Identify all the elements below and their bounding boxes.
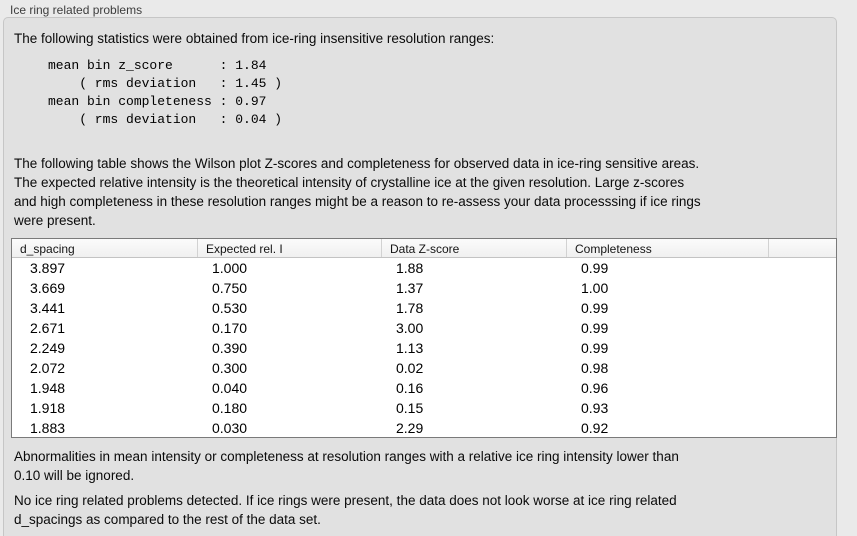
cell-d-spacing: 1.948 [30, 380, 66, 396]
table-row[interactable]: 1.883 0.030 2.29 0.92 [12, 418, 836, 438]
column-header-data-z-score[interactable]: Data Z-score [382, 239, 567, 257]
cell-d-spacing: 1.918 [30, 400, 66, 416]
cell-data-z-score: 1.88 [396, 260, 424, 276]
cell-completeness: 0.99 [581, 260, 609, 276]
cell-completeness: 0.93 [581, 400, 609, 416]
cell-completeness: 0.96 [581, 380, 609, 396]
cell-expected-rel-i: 0.530 [212, 300, 248, 316]
cell-data-z-score: 2.29 [396, 420, 424, 436]
cell-expected-rel-i: 0.390 [212, 340, 248, 356]
ignore-rule-text: Abnormalities in mean intensity or compl… [14, 449, 679, 483]
cell-data-z-score: 0.15 [396, 400, 424, 416]
cell-d-spacing: 2.249 [30, 340, 66, 356]
cell-expected-rel-i: 0.170 [212, 320, 248, 336]
cell-expected-rel-i: 0.030 [212, 420, 248, 436]
column-header-completeness[interactable]: Completeness [567, 239, 769, 257]
cell-expected-rel-i: 0.040 [212, 380, 248, 396]
cell-data-z-score: 0.02 [396, 360, 424, 376]
table-row[interactable]: 3.441 0.530 1.78 0.99 [12, 298, 836, 318]
cell-data-z-score: 1.78 [396, 300, 424, 316]
cell-completeness: 0.92 [581, 420, 609, 436]
cell-completeness: 0.99 [581, 340, 609, 356]
cell-completeness: 1.00 [581, 280, 609, 296]
table-description-text: The following table shows the Wilson plo… [14, 156, 701, 228]
column-header-filler [769, 239, 836, 257]
cell-d-spacing: 3.441 [30, 300, 66, 316]
cell-completeness: 0.99 [581, 300, 609, 316]
cell-data-z-score: 3.00 [396, 320, 424, 336]
table-row[interactable]: 2.249 0.390 1.13 0.99 [12, 338, 836, 358]
cell-d-spacing: 3.897 [30, 260, 66, 276]
cell-expected-rel-i: 0.180 [212, 400, 248, 416]
cell-d-spacing: 2.072 [30, 360, 66, 376]
conclusion-text: No ice ring related problems detected. I… [14, 493, 677, 527]
table-row[interactable]: 1.948 0.040 0.16 0.96 [12, 378, 836, 398]
cell-expected-rel-i: 0.750 [212, 280, 248, 296]
stats-summary-block: mean bin z_score : 1.84 ( rms deviation … [48, 58, 283, 127]
cell-completeness: 0.98 [581, 360, 609, 376]
cell-d-spacing: 1.883 [30, 420, 66, 436]
cell-data-z-score: 0.16 [396, 380, 424, 396]
cell-expected-rel-i: 0.300 [212, 360, 248, 376]
cell-d-spacing: 3.669 [30, 280, 66, 296]
cell-data-z-score: 1.13 [396, 340, 424, 356]
column-header-expected-rel-i[interactable]: Expected rel. I [198, 239, 382, 257]
table-row[interactable]: 2.671 0.170 3.00 0.99 [12, 318, 836, 338]
intro-text: The following statistics were obtained f… [14, 31, 495, 46]
table-row[interactable]: 3.669 0.750 1.37 1.00 [12, 278, 836, 298]
table-header-row: d_spacing Expected rel. I Data Z-score C… [12, 239, 836, 258]
cell-d-spacing: 2.671 [30, 320, 66, 336]
cell-completeness: 0.99 [581, 320, 609, 336]
table-row[interactable]: 1.918 0.180 0.15 0.93 [12, 398, 836, 418]
cell-data-z-score: 1.37 [396, 280, 424, 296]
cell-expected-rel-i: 1.000 [212, 260, 248, 276]
table-body: 3.897 1.000 1.88 0.99 3.669 0.750 1.37 1… [12, 258, 836, 438]
table-row[interactable]: 3.897 1.000 1.88 0.99 [12, 258, 836, 278]
column-header-d-spacing[interactable]: d_spacing [12, 239, 198, 257]
ice-ring-table: d_spacing Expected rel. I Data Z-score C… [11, 238, 837, 438]
panel-title: Ice ring related problems [10, 3, 143, 17]
table-row[interactable]: 2.072 0.300 0.02 0.98 [12, 358, 836, 378]
